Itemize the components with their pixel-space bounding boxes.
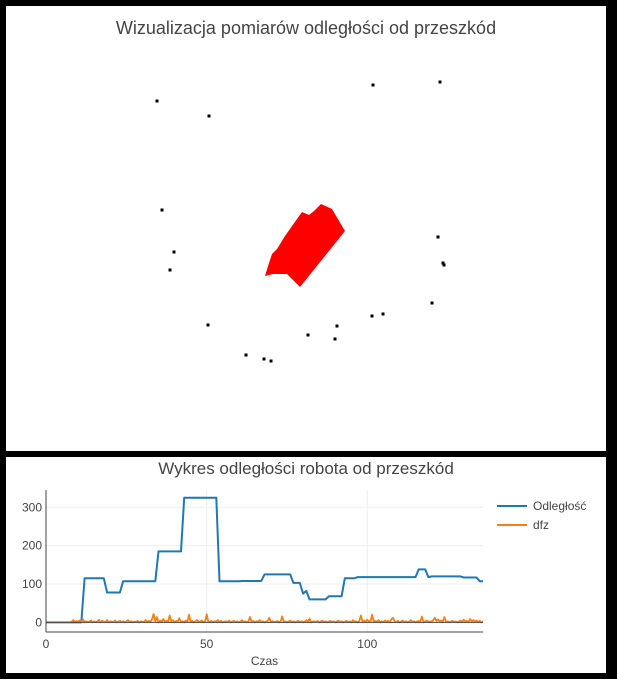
legend-label[interactable]: dfz <box>533 518 549 532</box>
obstacle-point <box>269 359 273 363</box>
series-line-odleglosc <box>46 496 483 624</box>
obstacle-point <box>160 208 164 212</box>
obstacle-point <box>441 261 445 265</box>
y-tick-label: 200 <box>22 539 42 553</box>
obstacle-point <box>172 250 176 254</box>
y-tick-label: 100 <box>22 577 42 591</box>
obstacle-point <box>430 301 434 305</box>
obstacle-point <box>370 314 374 318</box>
obstacle-point <box>207 114 211 118</box>
obstacle-point <box>333 337 337 341</box>
distance-chart-panel: Wykres odległości robota od przeszkód 0 1… <box>6 457 606 673</box>
obstacle-point <box>155 99 159 103</box>
series-line-dfz <box>46 613 484 624</box>
distance-chart: 0 100 200 300 0 50 100 Czas Odległość dfz <box>22 490 586 668</box>
obstacle-point <box>438 80 442 84</box>
obstacle-points <box>155 80 446 363</box>
y-tick-label: 0 <box>35 615 42 629</box>
chart-title: Wykres odległości robota od przeszkód <box>158 459 454 478</box>
obstacle-point <box>262 357 266 361</box>
obstacle-point <box>306 333 310 337</box>
obstacle-map-panel: Wizualizacja pomiarów odległości od prze… <box>6 6 606 451</box>
x-tick-label: 50 <box>200 637 214 651</box>
obstacle-point <box>371 83 375 87</box>
obstacle-point <box>335 324 339 328</box>
chart-grid <box>45 490 483 632</box>
chart-series <box>46 496 484 624</box>
x-tick-label: 100 <box>357 637 377 651</box>
y-tick-label: 300 <box>22 500 42 514</box>
chart-legend[interactable]: Odległość dfz <box>497 499 586 532</box>
map-title: Wizualizacja pomiarów odległości od prze… <box>115 18 497 38</box>
legend-label[interactable]: Odległość <box>533 499 586 513</box>
x-axis-title: Czas <box>251 654 278 668</box>
obstacle-point <box>168 268 172 272</box>
obstacle-point <box>206 323 210 327</box>
obstacle-map <box>155 80 446 363</box>
x-tick-label: 0 <box>43 637 50 651</box>
robot-shape <box>265 204 345 287</box>
obstacle-point <box>244 353 248 357</box>
obstacle-point <box>381 312 385 316</box>
obstacle-point <box>436 235 440 239</box>
obstacle-point <box>442 263 446 267</box>
chart-axes: 0 100 200 300 0 50 100 Czas <box>22 490 483 668</box>
